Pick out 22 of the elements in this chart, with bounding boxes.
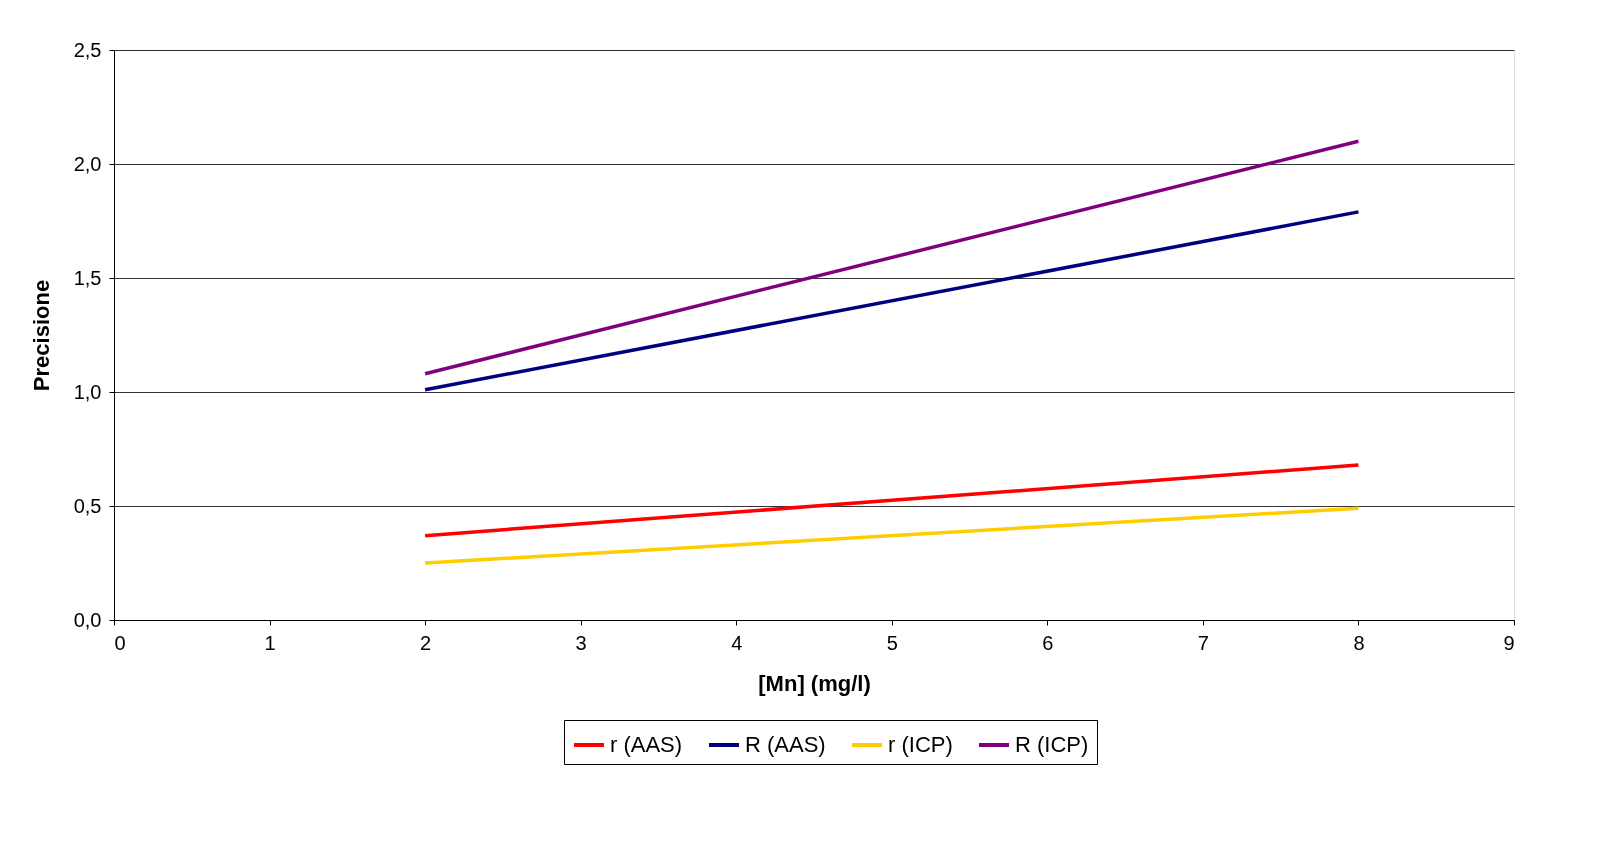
x-tick-label: 3 [575,631,587,654]
legend-label: R (AAS) [745,732,826,757]
y-axis-title: Precisione [28,279,54,392]
x-tick-label: 7 [1197,631,1209,654]
x-tick-label: 1 [264,631,276,654]
x-tick-label: 9 [1503,631,1515,654]
x-tick-label: 8 [1353,631,1365,654]
legend-label: R (ICP) [1015,732,1089,757]
x-axis-title: [Mn] (mg/l) [758,670,871,696]
y-tick-label: 2,0 [73,152,102,175]
x-tick-label: 0 [114,631,126,654]
y-tick-label: 0,0 [73,608,102,631]
x-tick-label: 5 [886,631,898,654]
legend-label: r (ICP) [888,732,953,757]
x-tick-label: 6 [1042,631,1054,654]
y-tick-label: 1,0 [73,380,102,403]
y-tick-label: 2,5 [73,38,102,61]
x-tick-label: 4 [731,631,743,654]
y-tick-label: 0,5 [73,494,102,517]
y-tick-label: 1,5 [73,266,102,289]
x-tick-label: 2 [420,631,432,654]
legend-label: r (AAS) [610,732,683,757]
